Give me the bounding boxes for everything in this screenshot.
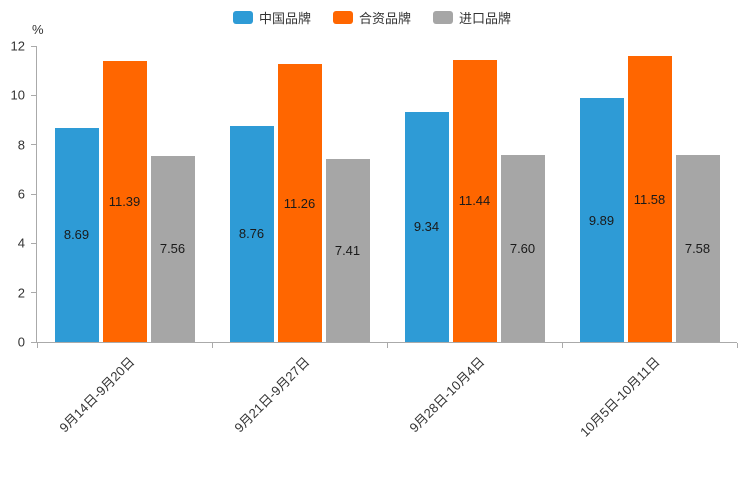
bar-group: 8.69 11.39 7.56 <box>53 61 197 342</box>
x-tick-mark <box>211 343 213 348</box>
bar-value-label: 7.60 <box>509 240 536 256</box>
plot-area: 8.69 11.39 7.56 9月14日-9月20日 8.76 11.26 7.41 9月2… <box>36 46 738 440</box>
x-tick-mark <box>36 343 38 348</box>
y-tick-label: 10 <box>10 87 25 103</box>
y-tick-mark <box>31 144 36 146</box>
bar: 7.58 <box>675 155 720 342</box>
legend: 中国品牌 合资品牌 进口品牌 <box>0 8 744 27</box>
y-tick-mark <box>31 292 36 294</box>
x-tick-label: 10月5日-10月11日 <box>576 354 663 440</box>
bar: 7.56 <box>150 155 195 342</box>
y-tick-label: 2 <box>17 285 25 301</box>
y-tick-label: 4 <box>17 235 25 251</box>
legend-label: 进口品牌 <box>459 11 512 26</box>
bar-value-label: 7.41 <box>334 243 361 259</box>
bar-value-label: 9.34 <box>413 219 440 235</box>
bar: 11.26 <box>277 64 322 342</box>
y-tick-mark <box>31 193 36 195</box>
legend-swatch <box>332 11 353 24</box>
bar-value-label: 11.39 <box>108 194 141 210</box>
legend-swatch <box>232 11 253 24</box>
x-tick-label: 9月14日-9月20日 <box>56 354 138 436</box>
y-tick-label: 6 <box>17 186 25 202</box>
bar-value-label: 11.58 <box>633 191 666 207</box>
bar-value-label: 11.44 <box>458 193 491 209</box>
x-tick-label: 9月21日-9月27日 <box>231 354 313 436</box>
legend-item[interactable]: 合资品牌 <box>332 8 411 27</box>
x-tick-mark <box>561 343 563 348</box>
y-tick-mark <box>31 341 36 343</box>
y-tick-mark <box>31 45 36 47</box>
y-axis-unit-label: % <box>32 22 44 37</box>
bar: 11.58 <box>627 56 672 342</box>
bar-group: 9.89 11.58 7.58 <box>578 56 722 342</box>
y-tick-label: 8 <box>17 137 25 153</box>
bar-value-label: 7.58 <box>684 241 711 257</box>
bar-value-label: 8.76 <box>238 226 265 242</box>
x-tick-mark <box>386 343 388 348</box>
legend-label: 合资品牌 <box>358 11 411 26</box>
x-tick-mark <box>736 343 738 348</box>
bar: 9.89 <box>579 98 624 342</box>
legend-item[interactable]: 进口品牌 <box>433 8 511 27</box>
bar-value-label: 8.69 <box>63 227 90 243</box>
bar: 11.44 <box>452 59 497 342</box>
y-tick-label: 12 <box>10 38 25 54</box>
bar-value-label: 7.56 <box>159 241 186 257</box>
legend-swatch <box>433 11 453 24</box>
y-axis: 0 2 4 6 8 10 12 <box>0 39 36 350</box>
x-tick-label: 9月28日-10月4日 <box>406 354 488 436</box>
bar-value-label: 9.89 <box>588 212 615 228</box>
bar: 7.60 <box>500 154 545 342</box>
legend-item[interactable]: 中国品牌 <box>232 8 311 27</box>
bar: 9.34 <box>404 111 449 342</box>
bar-value-label: 11.26 <box>283 195 316 211</box>
y-tick-mark <box>31 94 36 96</box>
bar-group: 8.76 11.26 7.41 <box>228 64 372 342</box>
y-tick-label: 0 <box>17 334 25 350</box>
bar: 8.69 <box>54 127 99 342</box>
bar: 11.39 <box>102 61 147 342</box>
bar: 8.76 <box>229 125 274 342</box>
legend-label: 中国品牌 <box>258 11 311 26</box>
bar-group: 9.34 11.44 7.60 <box>403 59 547 342</box>
bar: 7.41 <box>325 159 370 342</box>
y-tick-mark <box>31 242 36 244</box>
